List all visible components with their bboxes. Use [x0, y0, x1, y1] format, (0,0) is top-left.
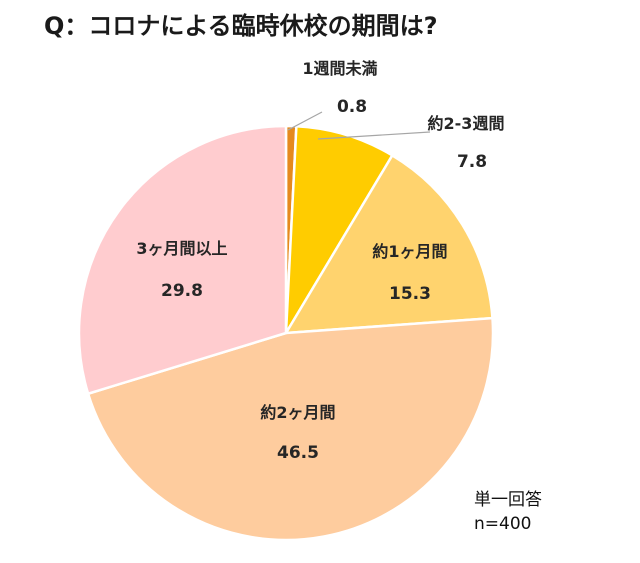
- slice-5-wedge: [77, 124, 288, 396]
- slice-2-leader-line: [317, 131, 431, 140]
- slice-4-wedge: [86, 316, 495, 542]
- pie-slices: [77, 124, 495, 542]
- chart-title: Q：コロナによる臨時休校の期間は?: [44, 12, 438, 40]
- slice-3-value-label: 15.3: [389, 284, 431, 304]
- sample-size: n=400: [474, 514, 532, 534]
- slice-3-category-label: 約1ヶ月間: [372, 242, 447, 261]
- slice-1-leader-line: [287, 111, 323, 131]
- slice-3-wedge: [283, 153, 494, 335]
- slice-2-wedge: [284, 124, 395, 334]
- slice-5-value-label: 29.8: [161, 281, 203, 301]
- slice-4-value-label: 46.5: [277, 443, 319, 463]
- survey-note: 単一回答 n=400: [474, 488, 542, 536]
- slice-2-category-label: 約2-3週間: [428, 114, 505, 133]
- answer-type: 単一回答: [474, 490, 542, 510]
- slice-1-category-label: 1週間未満: [302, 59, 377, 78]
- slice-5-category-label: 3ヶ月間以上: [136, 239, 227, 258]
- leader-lines: [287, 111, 431, 140]
- slice-1-value-label: 0.8: [337, 97, 367, 117]
- slice-labels: 1週間未満 0.8 約2-3週間 7.8 約1ヶ月間 15.3 約2ヶ月間 46.5 3ヶ月間以…: [136, 59, 504, 463]
- slice-2-value-label: 7.8: [457, 152, 487, 172]
- slice-4-category-label: 約2ヶ月間: [260, 403, 335, 422]
